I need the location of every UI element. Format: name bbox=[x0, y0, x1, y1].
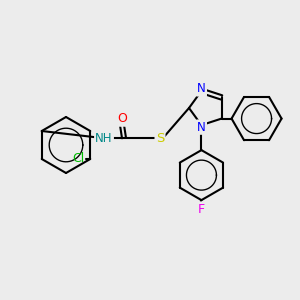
Text: N: N bbox=[197, 121, 206, 134]
Text: NH: NH bbox=[95, 131, 113, 145]
Text: F: F bbox=[198, 202, 205, 216]
Text: S: S bbox=[156, 131, 164, 145]
Text: N: N bbox=[197, 82, 206, 95]
Text: Cl: Cl bbox=[72, 152, 84, 166]
Text: O: O bbox=[117, 112, 127, 125]
